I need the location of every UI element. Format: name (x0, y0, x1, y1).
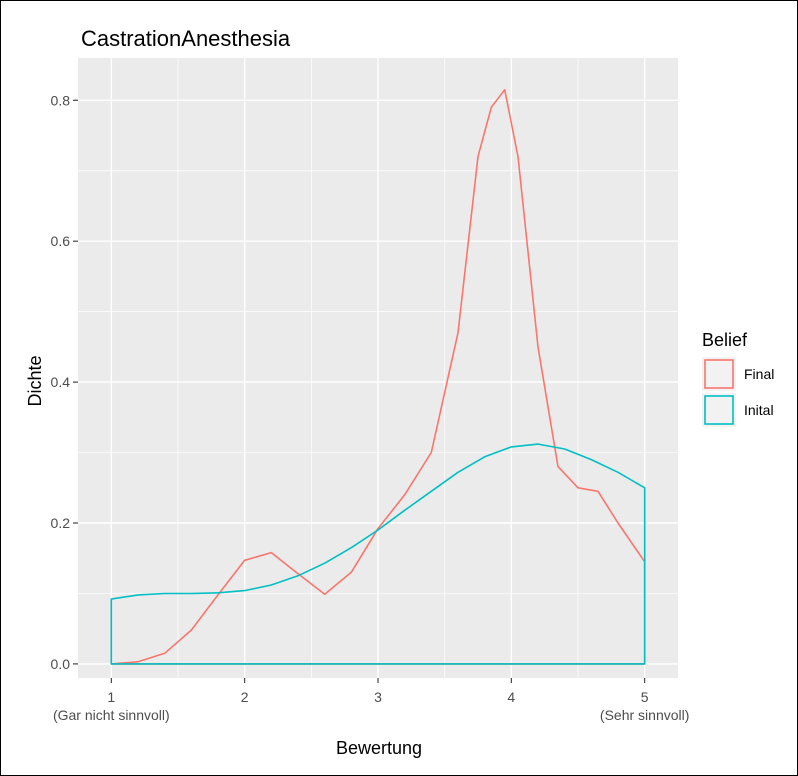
x-tick-label: 3 (374, 689, 382, 705)
legend-title: Belief (702, 330, 748, 350)
y-tick-label: 0.8 (51, 92, 71, 108)
legend-key-final (702, 357, 736, 391)
legend-key-inital (702, 393, 736, 427)
y-tick-label: 0.0 (51, 656, 71, 672)
legend-label-final: Final (744, 366, 774, 382)
legend-swatch-final (704, 359, 734, 389)
legend-label-inital: Inital (744, 402, 774, 418)
density-curve-inital (110, 443, 646, 665)
x-tick-label: 2 (241, 689, 249, 705)
density-curves (110, 88, 646, 665)
x-tick-label: 1 (107, 689, 115, 705)
x-tick-sublabel: (Sehr sinnvoll) (600, 707, 689, 723)
chart-title: CastrationAnesthesia (81, 26, 291, 51)
y-tick-label: 0.4 (51, 374, 71, 390)
x-tick-label: 4 (507, 689, 515, 705)
y-tick-label: 0.6 (51, 233, 71, 249)
x-axis-label: Bewertung (336, 738, 422, 758)
axes: 1 (Gar nicht sinnvoll) 2 3 4 5 (Sehr sinnvoll)… (51, 92, 690, 723)
density-curve-final (110, 88, 646, 665)
y-tick-label: 0.2 (51, 515, 71, 531)
x-tick-sublabel: (Gar nicht sinnvoll) (53, 707, 170, 723)
y-axis-label: Dichte (25, 355, 45, 406)
x-tick-label: 5 (641, 689, 649, 705)
legend-swatch-inital (704, 395, 734, 425)
legend: Belief Final Inital (702, 330, 774, 427)
